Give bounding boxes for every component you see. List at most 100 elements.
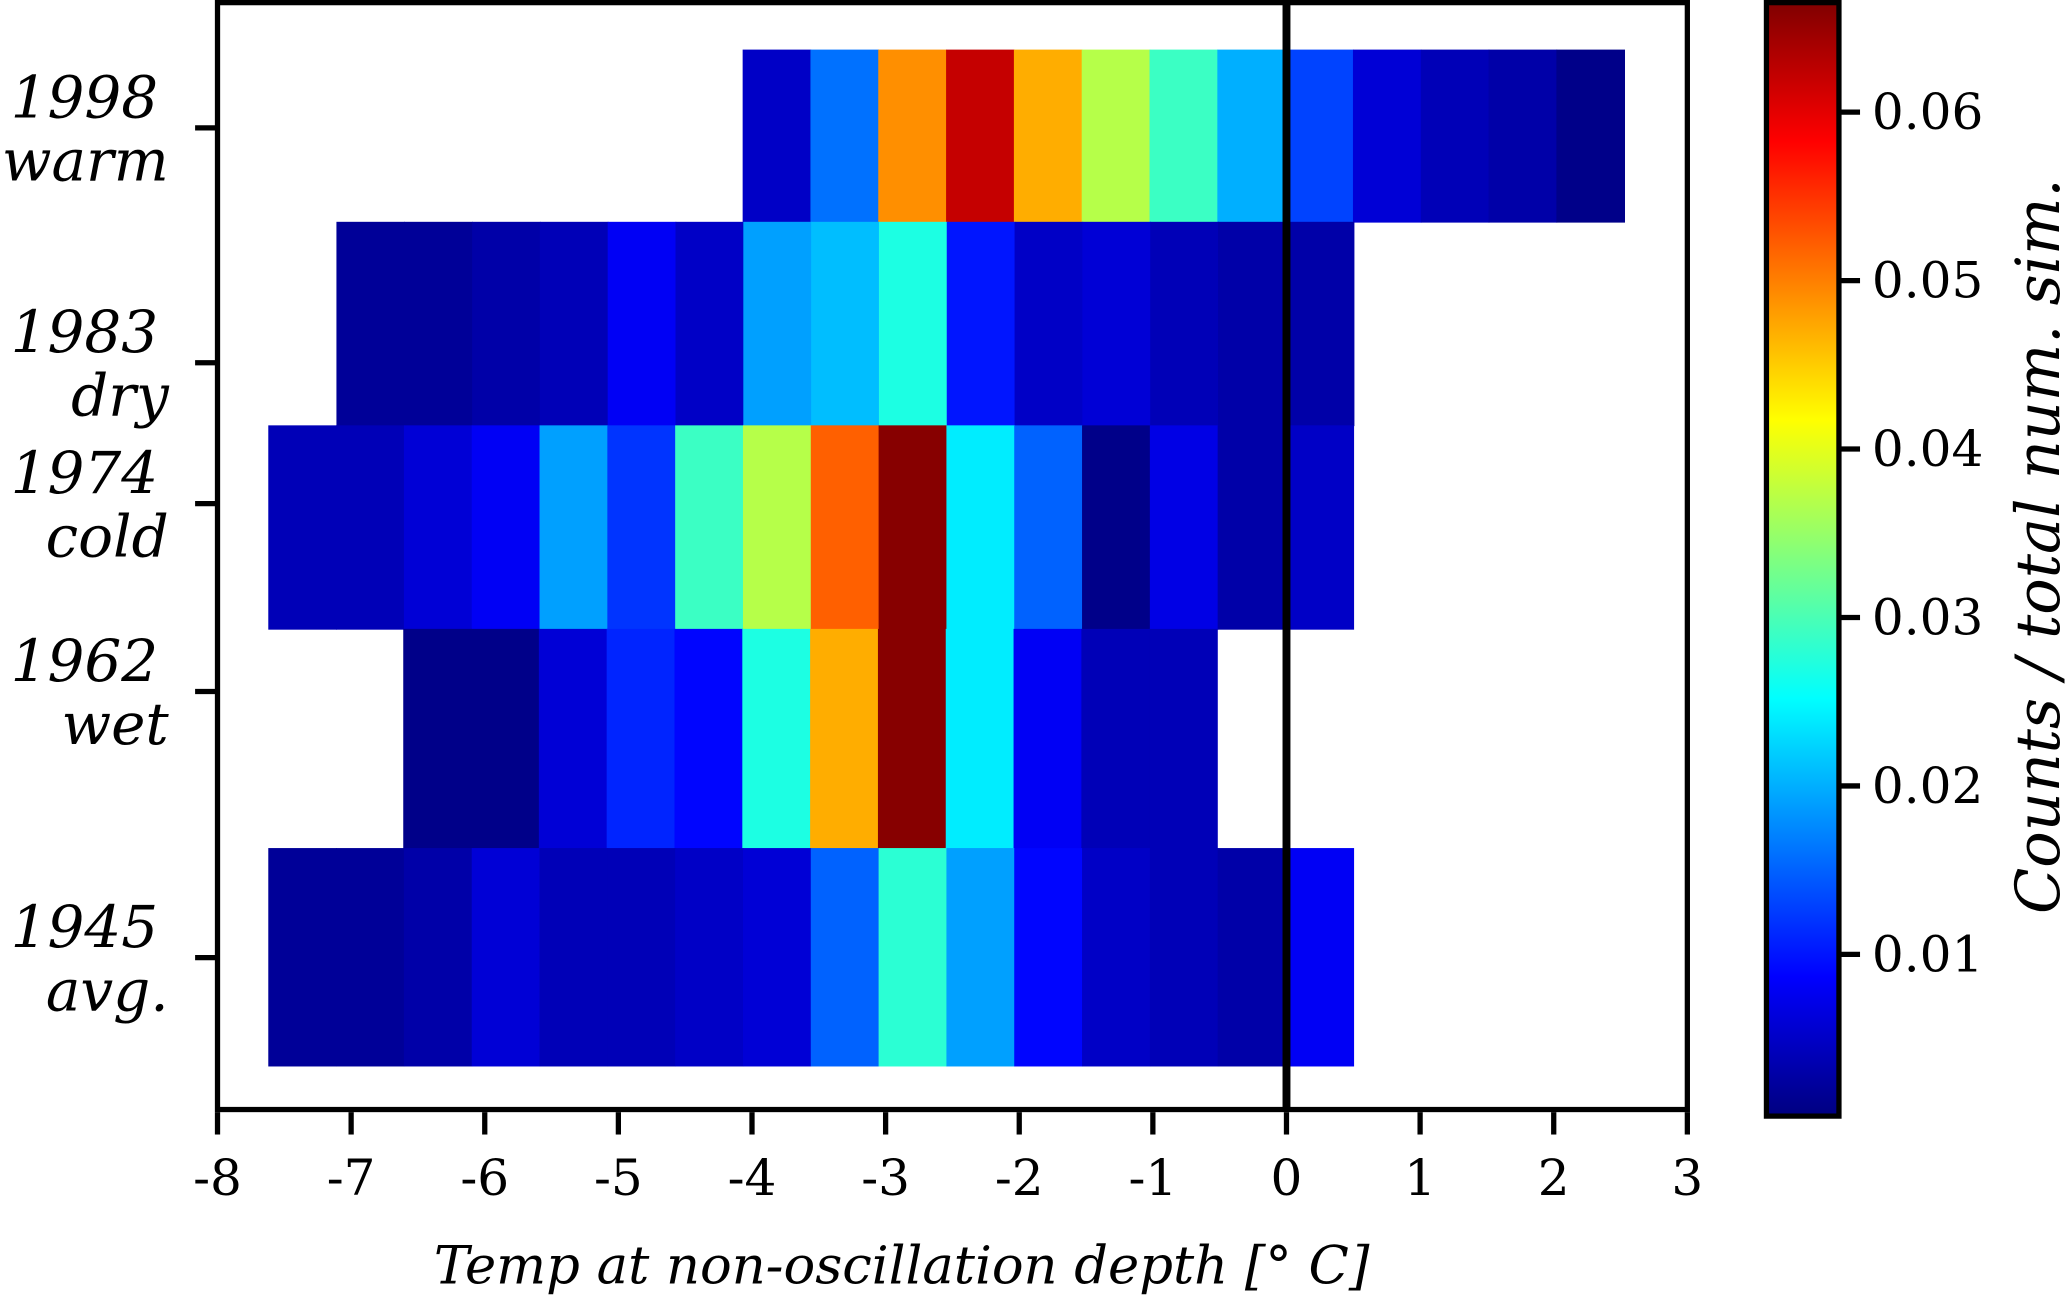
heatmap-cell [675, 221, 745, 427]
heatmap-cell [878, 49, 947, 223]
heatmap-cell [810, 848, 880, 1067]
y-tick-condition: dry [71, 361, 170, 429]
x-tick-label: -4 [728, 1149, 777, 1207]
heatmap-cell [539, 425, 609, 630]
y-tick-year: 1983 [11, 298, 159, 366]
heatmap-cell [1218, 221, 1287, 427]
y-tick-year: 1974 [11, 439, 159, 507]
heatmap-cell [538, 628, 608, 849]
x-tick-label: -6 [460, 1149, 509, 1207]
y-tick-condition: avg. [46, 956, 169, 1024]
heatmap-cell [1285, 49, 1354, 223]
heatmap-cell [471, 628, 540, 849]
heatmap-cell [1488, 49, 1558, 223]
colorbar-tick-label: 0.02 [1872, 757, 1984, 815]
x-tick-label: -5 [594, 1149, 643, 1207]
y-tick-condition: warm [2, 127, 169, 195]
colorbar-tick-label: 0.05 [1872, 252, 1984, 310]
colorbar [1763, 0, 1842, 1119]
heatmap-cell [1149, 628, 1218, 849]
heatmap-cell [1149, 425, 1219, 630]
heatmap-cell [1014, 425, 1083, 630]
x-tick-label: 1 [1404, 1149, 1436, 1207]
plot-frame [214, 0, 1690, 1113]
heatmap-cell [743, 221, 812, 427]
y-tick-condition: wet [61, 690, 169, 758]
x-axis-label: Temp at non-oscillation depth [° C] [434, 1235, 1370, 1296]
heatmap-cell [1285, 848, 1355, 1067]
heatmap-cell [810, 49, 880, 223]
heatmap-cell [336, 425, 405, 630]
heatmap-cell [1285, 221, 1355, 427]
heatmap-cell [336, 848, 405, 1067]
heatmap-cell [1082, 221, 1151, 427]
heatmap-cell [877, 628, 947, 849]
heatmap-cell [742, 628, 811, 849]
heatmap-cell [742, 848, 812, 1067]
heatmap-cell [878, 425, 948, 630]
colorbar-tick-label: 0.01 [1872, 926, 1984, 984]
heatmap-cell [472, 221, 541, 427]
heatmap-cell [810, 628, 879, 849]
heatmap-cell [1217, 848, 1287, 1067]
y-tick-year: 1945 [11, 893, 159, 961]
heatmap-cell [1013, 628, 1083, 849]
colorbar-tick-label: 0.04 [1872, 420, 1984, 478]
heatmap-cell [404, 221, 473, 427]
heatmap-cell [946, 848, 1016, 1067]
x-tick-label: -7 [327, 1149, 376, 1207]
x-tick-label: 2 [1538, 1149, 1570, 1207]
colorbar-tick-label: 0.06 [1872, 83, 1984, 141]
heatmap-cells [268, 49, 1626, 1067]
x-tick-label: -3 [861, 1149, 910, 1207]
heatmap-cell [1420, 49, 1490, 223]
heatmap-cell [607, 221, 677, 427]
heatmap-cell [1014, 848, 1083, 1067]
heatmap-cell [539, 221, 609, 427]
heatmap-cell [946, 425, 1016, 630]
heatmap-cell [675, 848, 744, 1067]
heatmap-cell [674, 628, 744, 849]
x-tick-label: 3 [1671, 1149, 1703, 1207]
heatmap-cell [742, 49, 812, 223]
heatmap-cell [1285, 425, 1355, 630]
heatmap-cell [403, 628, 472, 849]
x-tick-label: 0 [1271, 1149, 1303, 1207]
heatmap-cell [1082, 425, 1151, 630]
heatmap-cell [539, 848, 609, 1067]
x-tick-label: -2 [995, 1149, 1044, 1207]
colorbar-axis: 0.01 0.02 0.03 0.04 0.05 0.06 [1838, 83, 1984, 984]
heatmap-cell [403, 425, 473, 630]
y-tick-year: 1962 [11, 627, 159, 695]
heatmap-cell [1149, 848, 1219, 1067]
heatmap-cell [1081, 49, 1151, 223]
colorbar-label: Counts / total num. sim. [2004, 178, 2067, 914]
x-tick-label: -1 [1128, 1149, 1177, 1207]
x-axis: -8 -7 -6 -5 -4 -3 -2 -1 0 1 2 3 [193, 1112, 1703, 1207]
heatmap-cell [1149, 49, 1219, 223]
heatmap-cell [945, 628, 1015, 849]
heatmap-cell [471, 848, 541, 1067]
heatmap-cell [1081, 628, 1150, 849]
heatmap-cell [946, 49, 1015, 223]
heatmap-cell [1556, 49, 1626, 223]
heatmap-cell [403, 848, 473, 1067]
heatmap-cell [878, 848, 948, 1067]
colorbar-tick-label: 0.03 [1872, 589, 1984, 647]
heatmap-cell [1150, 221, 1219, 427]
heatmap-cell [1217, 425, 1287, 630]
heatmap-cell [742, 425, 812, 630]
y-tick-condition: cold [46, 502, 169, 570]
heatmap-cell [268, 425, 337, 630]
heatmap-cell [1014, 221, 1084, 427]
heatmap-cell [268, 848, 337, 1067]
heatmap-cell [1013, 49, 1083, 223]
heatmap-cell [606, 628, 676, 849]
heatmap-cell [878, 221, 948, 427]
heatmap-cell [811, 221, 880, 427]
heatmap-cell [471, 425, 541, 630]
heatmap-cell [1352, 49, 1422, 223]
heatmap-cell [675, 425, 744, 630]
